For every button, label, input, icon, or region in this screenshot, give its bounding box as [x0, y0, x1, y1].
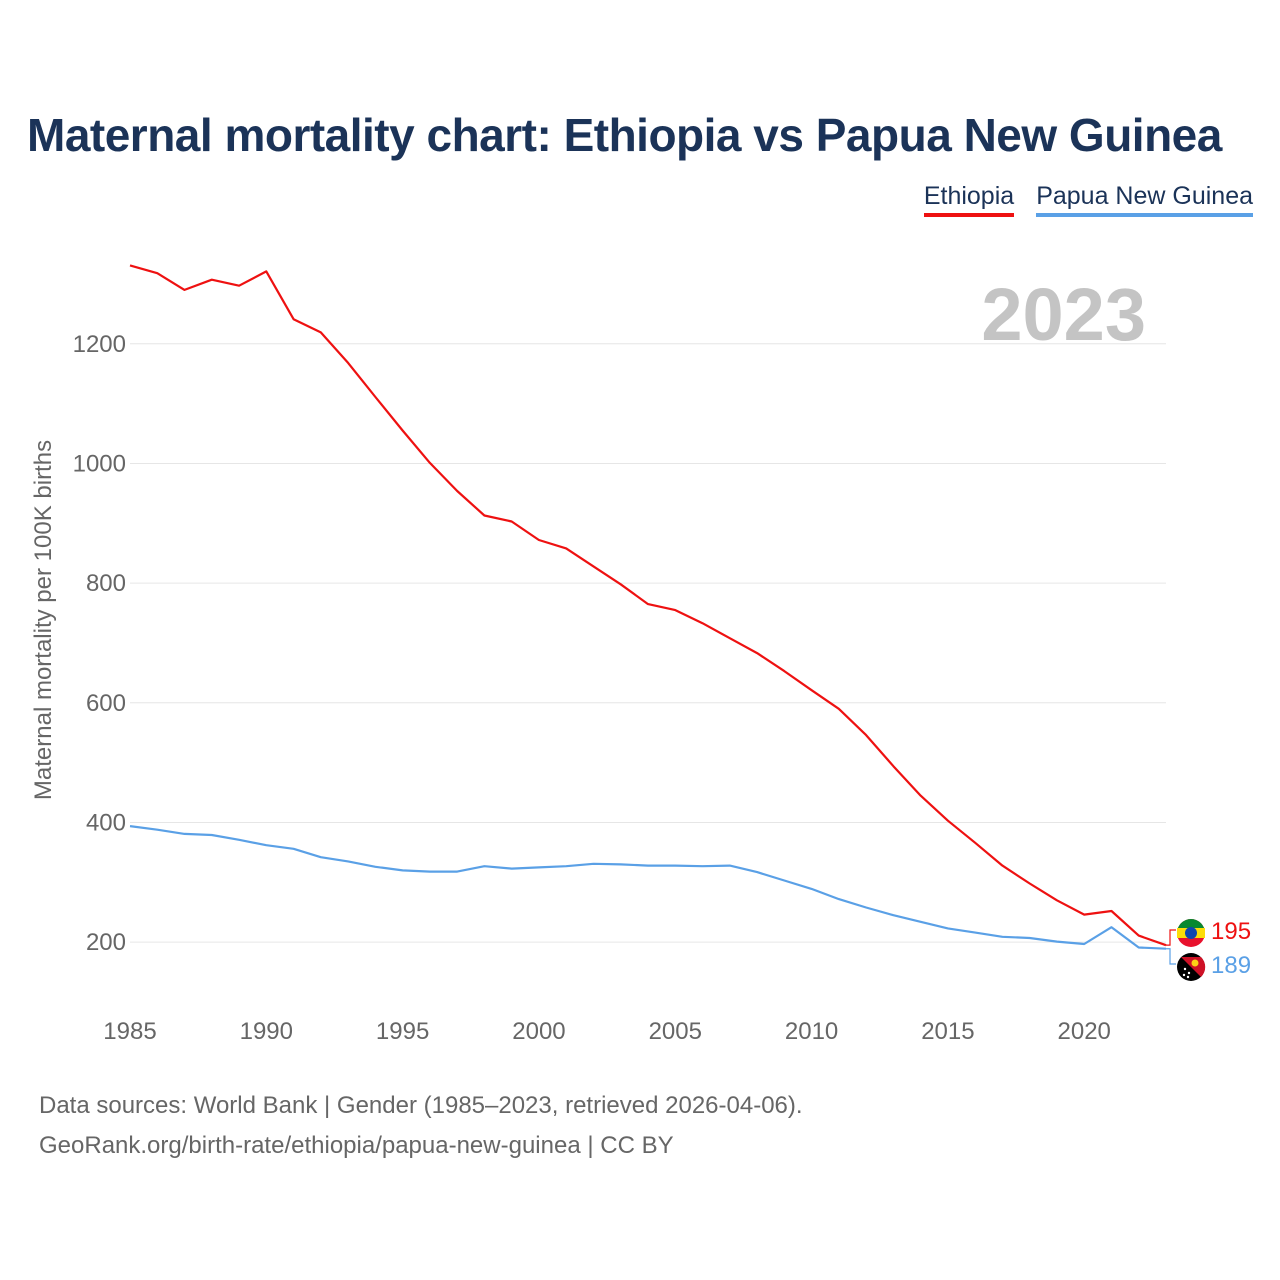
ethiopia-flag-icon: [1177, 919, 1205, 947]
connector-line: [1166, 929, 1176, 946]
y-tick-label: 1000: [73, 450, 126, 477]
x-tick-label: 1995: [376, 1018, 429, 1045]
chart: 200 400 600 800 1000 1200 1985 1990 1995 2000 200…: [30, 264, 1251, 1045]
flag-bird: [1191, 959, 1199, 967]
x-tick-label: 2010: [785, 1018, 838, 1045]
y-axis-ticks: 200 400 600 800 1000 1200: [73, 331, 126, 956]
year-watermark: 2023: [981, 273, 1146, 356]
y-axis-label: Maternal mortality per 100K births: [30, 440, 57, 800]
end-value-label: 189: [1211, 952, 1251, 979]
x-axis-ticks: 1985 1990 1995 2000 2005 2010 2015 2020: [103, 1018, 1111, 1045]
x-tick-label: 2020: [1058, 1018, 1111, 1045]
x-tick-label: 2000: [512, 1018, 565, 1045]
series-line-ethiopia: [129, 264, 1167, 947]
flag-star: [1186, 975, 1190, 979]
connector-line: [1166, 948, 1176, 965]
y-tick-label: 200: [86, 929, 126, 956]
grid-lines: [130, 343, 1166, 943]
legend-item-ethiopia[interactable]: Ethiopia: [923, 182, 1015, 217]
footer: Data sources: World Bank | Gender (1985–…: [39, 1086, 803, 1166]
flag-star: [1182, 973, 1186, 977]
page-title: Maternal mortality chart: Ethiopia vs Pa…: [27, 109, 1222, 161]
x-tick-label: 2005: [649, 1018, 702, 1045]
flag-red: [1181, 957, 1206, 977]
legend: Ethiopia Papua New Guinea: [923, 182, 1253, 217]
flag-star: [1187, 971, 1191, 975]
papua-new-guinea-flag-icon: [1177, 953, 1206, 981]
y-tick-label: 1200: [73, 331, 126, 358]
x-tick-label: 1985: [103, 1018, 156, 1045]
legend-item-papua-new-guinea[interactable]: Papua New Guinea: [1036, 182, 1253, 217]
x-tick-label: 1990: [240, 1018, 293, 1045]
end-value-label: 195: [1211, 918, 1251, 945]
series-line-papua-new-guinea: [129, 825, 1167, 950]
source-link[interactable]: GeoRank.org/birth-rate/ethiopia/papua-ne…: [39, 1132, 674, 1159]
flag-emblem: [1185, 927, 1197, 939]
x-tick-label: 2015: [921, 1018, 974, 1045]
source-note: Data sources: World Bank | Gender (1985–…: [39, 1092, 803, 1119]
y-tick-label: 400: [86, 809, 126, 836]
flag-star: [1183, 967, 1187, 971]
y-tick-label: 800: [86, 570, 126, 597]
y-tick-label: 600: [86, 690, 126, 717]
series-lines: [129, 264, 1167, 950]
